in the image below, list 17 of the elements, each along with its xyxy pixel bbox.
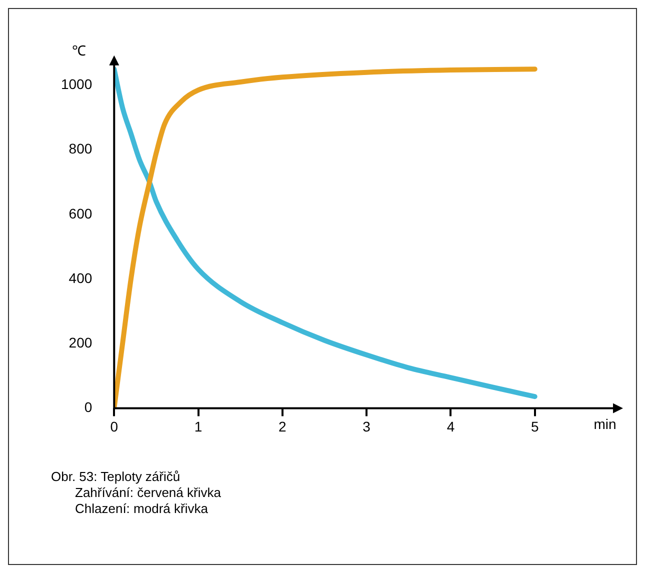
- y-tick-label: 600: [68, 205, 92, 222]
- x-tick-label: 5: [530, 418, 539, 434]
- y-tick-label: 0: [84, 399, 92, 416]
- x-tick-label: 0: [110, 418, 118, 434]
- y-tick-label: 800: [68, 140, 92, 157]
- x-tick-label: 2: [278, 418, 287, 434]
- x-tick-label: 1: [194, 418, 202, 434]
- text: Zahřívání: červená křivka: [74, 485, 221, 501]
- y-axis-title: ℃: [72, 42, 86, 58]
- text: Obr. 53: Teploty zářičů: [51, 469, 182, 485]
- text: Chlazení: modrá křivka: [74, 501, 209, 517]
- y-tick-label: 1000: [60, 76, 92, 92]
- y-tick-label: 400: [68, 270, 92, 286]
- x-tick-label: 4: [446, 418, 455, 434]
- x-tick-label: 3: [362, 418, 371, 434]
- x-axis-title: min: [594, 416, 616, 432]
- y-tick-label: 200: [68, 334, 92, 350]
